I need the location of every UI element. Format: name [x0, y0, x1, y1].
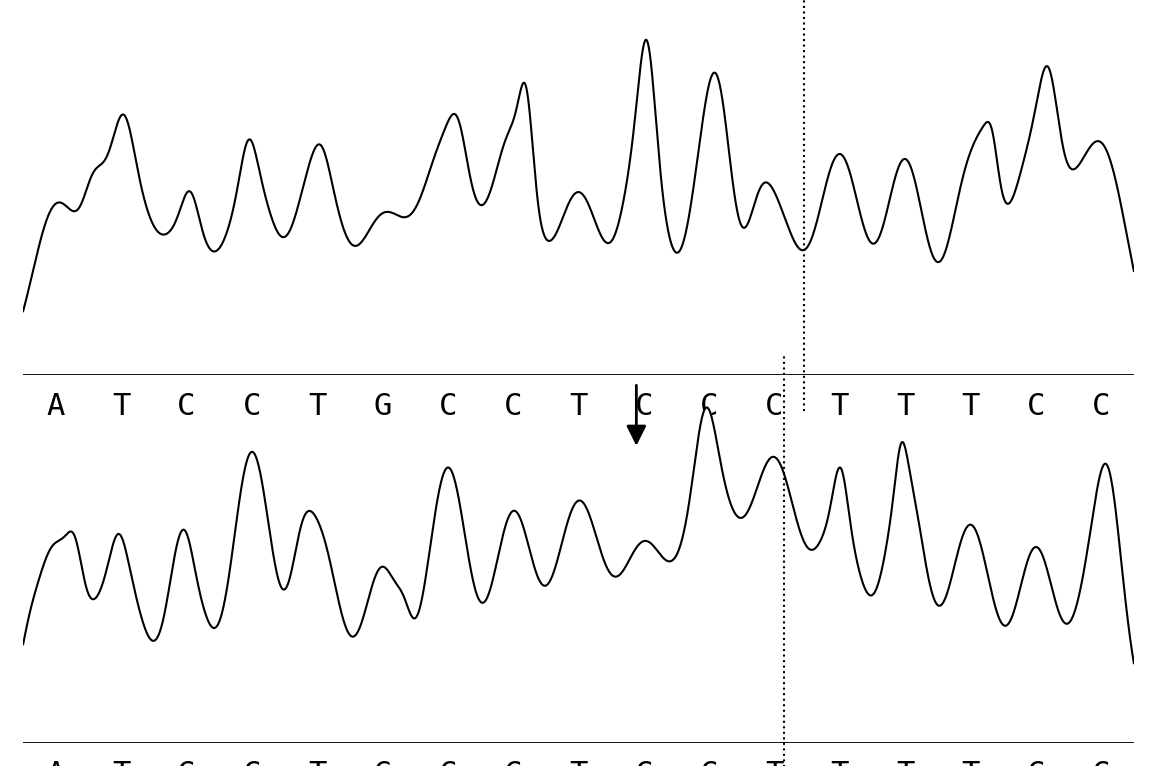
Text: T: T — [961, 760, 980, 766]
Text: T: T — [112, 760, 131, 766]
Text: C: C — [177, 760, 196, 766]
Text: C: C — [177, 392, 196, 421]
Text: T: T — [112, 392, 131, 421]
Text: C: C — [243, 760, 261, 766]
Text: C: C — [504, 392, 522, 421]
Text: T: T — [831, 392, 849, 421]
Text: C: C — [1092, 760, 1111, 766]
Text: C: C — [243, 392, 261, 421]
Text: T: T — [961, 392, 980, 421]
Text: C: C — [700, 760, 718, 766]
Text: C: C — [635, 392, 653, 421]
Text: C: C — [439, 760, 457, 766]
Text: C: C — [439, 392, 457, 421]
Text: G: G — [374, 760, 392, 766]
Bar — [740, 389, 939, 470]
Text: C: C — [700, 392, 718, 421]
Text: T: T — [569, 392, 588, 421]
Text: T: T — [831, 760, 849, 766]
Text: C: C — [1026, 392, 1045, 421]
Text: C: C — [635, 760, 653, 766]
Text: C: C — [504, 760, 522, 766]
Text: C: C — [765, 392, 783, 421]
Text: T: T — [896, 760, 914, 766]
Text: T: T — [569, 760, 588, 766]
Text: T: T — [896, 392, 914, 421]
Text: A: A — [46, 392, 65, 421]
Bar — [740, 757, 939, 766]
Text: C: C — [1092, 392, 1111, 421]
Text: G: G — [374, 392, 392, 421]
Text: T: T — [308, 392, 326, 421]
Text: T: T — [765, 760, 783, 766]
Text: A: A — [46, 760, 65, 766]
Text: C: C — [1026, 760, 1045, 766]
Text: T: T — [308, 760, 326, 766]
